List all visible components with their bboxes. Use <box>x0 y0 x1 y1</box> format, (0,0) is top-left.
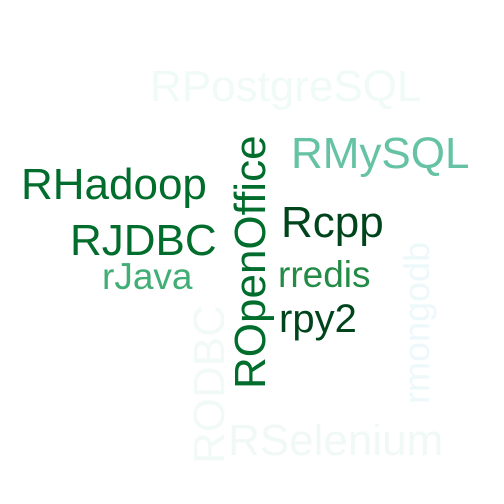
word-rmysql: RMySQL <box>291 129 470 178</box>
word-rpostgresql: RPostgreSQL <box>150 62 422 111</box>
word-rodbc: RODBC <box>185 305 234 464</box>
word-rcpp: Rcpp <box>281 198 384 247</box>
word-rhadoop: RHadoop <box>21 160 207 209</box>
word-rselenium: RSelenium <box>228 416 444 465</box>
word-rredis: rredis <box>278 254 371 295</box>
word-ropenoffice: ROpenOffice <box>226 135 275 389</box>
word-rpy2: rpy2 <box>279 297 357 341</box>
word-rmongodb: rmongodb <box>396 241 437 404</box>
word-rjava: rJava <box>102 256 193 297</box>
word-rjdbc: RJDBC <box>70 216 217 265</box>
